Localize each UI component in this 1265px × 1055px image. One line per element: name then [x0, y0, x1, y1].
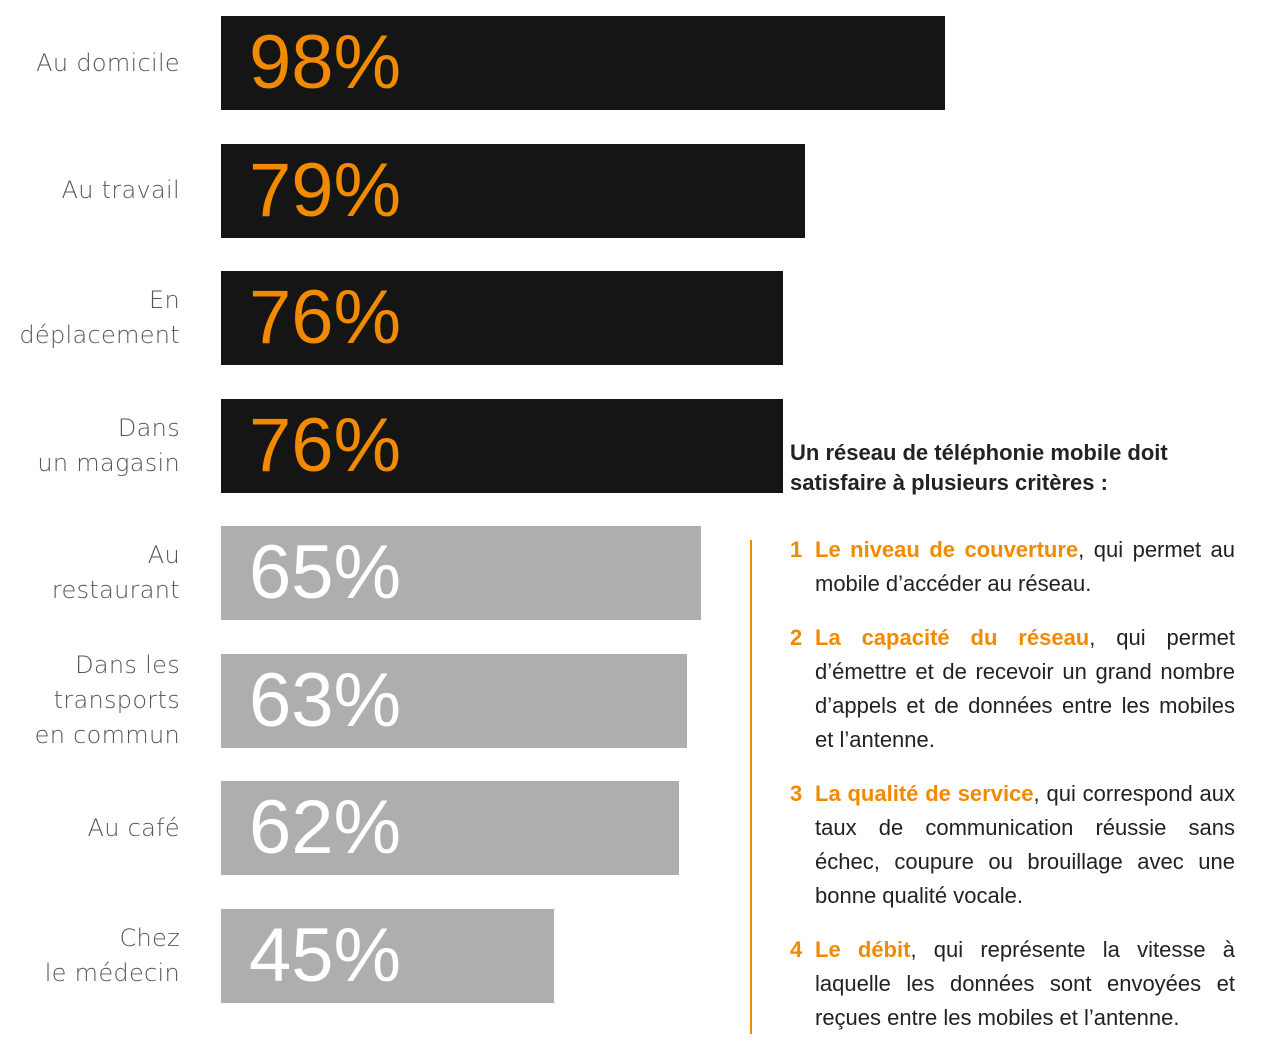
- bar-value-label: 98%: [249, 20, 402, 105]
- criterion-number: 2: [790, 625, 803, 650]
- category-label-line: Chez: [119, 923, 180, 952]
- category-label: Chez le médecin: [0, 921, 180, 991]
- bar-value-label: 45%: [249, 912, 402, 998]
- criterion-term: La capacité du réseau: [815, 625, 1090, 650]
- criterion-item: 2 La capacité du réseau, qui permet d’ém…: [790, 621, 1235, 757]
- category-label: En déplacement: [0, 283, 180, 353]
- category-label-line: restaurant: [51, 576, 180, 604]
- bar-value-label: 76%: [249, 402, 402, 488]
- criterion-text: , qui permet au mobile d’accéder au rése…: [815, 537, 1235, 596]
- category-label-line: En: [149, 286, 180, 314]
- category-label-line: Dans: [117, 413, 180, 442]
- bar-value-label: 63%: [249, 657, 402, 743]
- category-label-line: déplacement: [19, 321, 180, 349]
- criteria-title: Un réseau de téléphonie mobile doit sati…: [790, 440, 1168, 495]
- criterion-number: 1: [790, 537, 803, 562]
- criterion-number: 4: [790, 937, 803, 962]
- bar-value-label: 76%: [249, 275, 402, 360]
- bar: 65%: [221, 526, 702, 620]
- category-label: Au restaurant: [0, 538, 180, 608]
- category-label-line: transports: [53, 686, 180, 714]
- category-label: Dans un magasin: [0, 411, 180, 481]
- category-label-line: Au domicile: [36, 48, 180, 77]
- bar: 76%: [221, 271, 783, 365]
- category-label-line: Dans les: [75, 651, 180, 679]
- category-label-line: un magasin: [37, 448, 180, 477]
- criterion-item: 3 La qualité de service, qui correspond …: [790, 777, 1235, 913]
- bar: 45%: [221, 908, 554, 1003]
- criterion-term: Le débit: [815, 937, 911, 962]
- category-label-line: le médecin: [44, 958, 180, 987]
- criteria-divider: [750, 540, 752, 1034]
- bar-chart: Au domicile 98% Au travail 79% En déplacement…: [0, 16, 946, 1003]
- category-label-line: Au travail: [61, 176, 180, 204]
- criterion-text: , qui permet d’émettre et de recevoir un…: [815, 625, 1235, 752]
- category-label-line: Au: [147, 541, 180, 569]
- category-label: Au domicile: [0, 46, 180, 81]
- criterion-term: Le niveau de couverture: [815, 537, 1079, 562]
- bar-value-label: 65%: [249, 530, 402, 615]
- criterion-text: , qui représente la vitesse à laquelle l…: [815, 937, 1235, 1030]
- criteria-list: 1 Le niveau de couverture, qui permet au…: [790, 533, 1235, 1055]
- bar: 63%: [221, 653, 687, 748]
- category-label: Au café: [0, 811, 180, 846]
- bar: 98%: [221, 16, 946, 110]
- criteria-panel: Un réseau de téléphonie mobile doit sati…: [790, 438, 1235, 542]
- category-label: Au travail: [0, 173, 180, 208]
- category-label-line: en commun: [34, 721, 180, 749]
- bar-value-label: 79%: [249, 147, 402, 233]
- criterion-number: 3: [790, 781, 803, 806]
- criterion-item: 4 Le débit, qui représente la vitesse à …: [790, 933, 1235, 1035]
- bar: 76%: [221, 398, 783, 493]
- criterion-text: , qui correspond aux taux de communicati…: [815, 781, 1235, 908]
- category-label: Dans les transports en commun: [0, 648, 180, 753]
- bar-value-label: 62%: [249, 785, 402, 870]
- criterion-item: 1 Le niveau de couverture, qui permet au…: [790, 533, 1235, 601]
- category-label-line: Au café: [87, 813, 180, 842]
- bar: 79%: [221, 143, 805, 238]
- criterion-term: La qualité de service: [815, 781, 1034, 806]
- bar: 62%: [221, 781, 680, 875]
